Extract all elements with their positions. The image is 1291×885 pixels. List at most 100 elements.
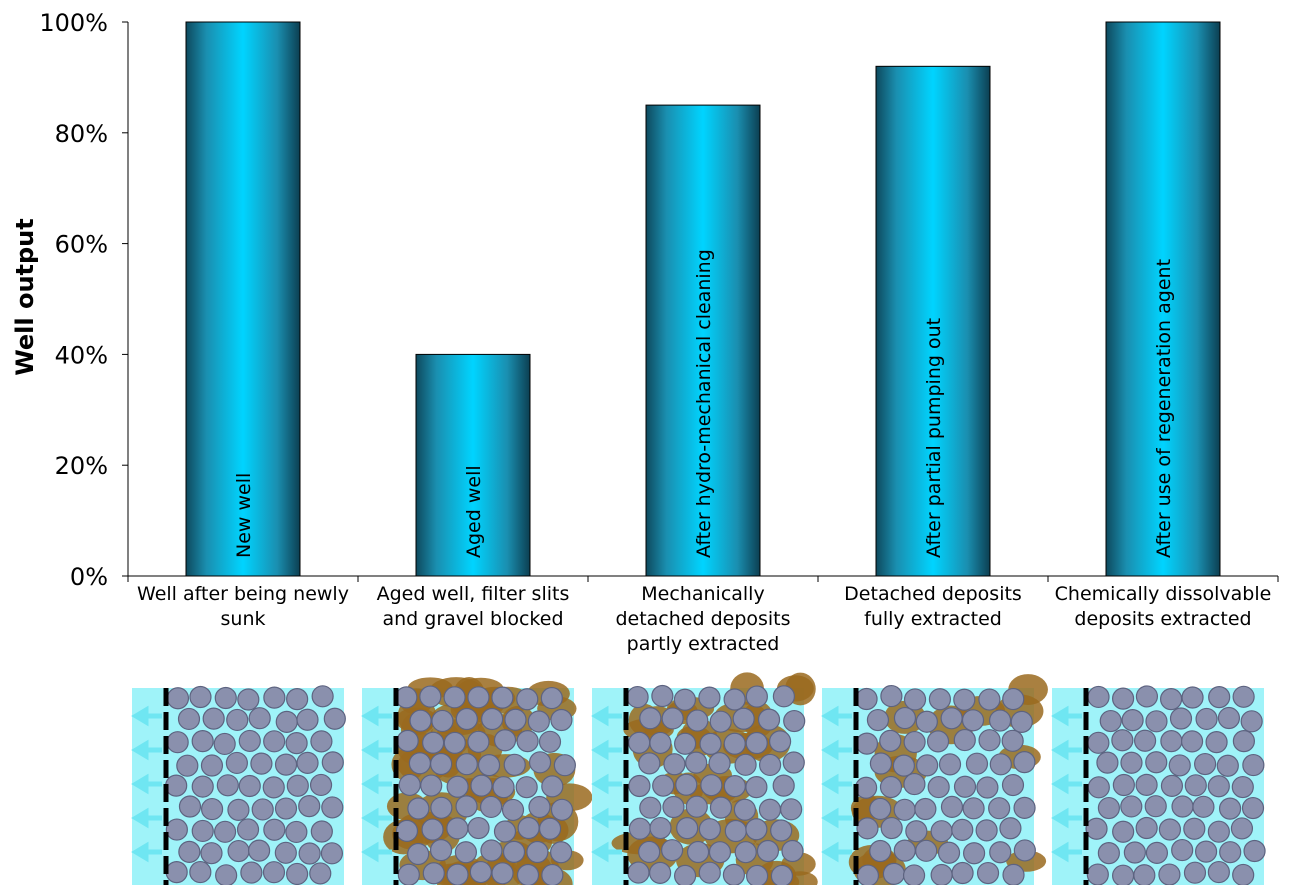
gravel-grain: [274, 753, 298, 776]
gravel-grain: [961, 709, 985, 732]
gravel-grain: [177, 707, 201, 731]
gravel-grain: [686, 840, 710, 864]
gravel-grain: [397, 863, 420, 885]
gravel-grain: [673, 688, 697, 711]
gravel-grain: [639, 796, 662, 819]
gravel-grain: [422, 862, 445, 885]
aged-well-gravel-illustration: [361, 677, 593, 885]
gravel-grain: [493, 729, 517, 752]
flow-arrow: [361, 773, 392, 795]
gravel-grain: [1184, 774, 1207, 797]
gravel-grain: [628, 774, 651, 798]
gravel-grain: [989, 753, 1012, 776]
gravel-grain: [262, 776, 285, 799]
flow-arrow: [591, 773, 622, 795]
bar: [645, 104, 761, 577]
gravel-grain: [1208, 685, 1231, 709]
gravel-grain: [951, 861, 974, 885]
gravel-grain: [1133, 729, 1157, 752]
gravel-grain: [927, 775, 950, 799]
gravel-grain: [286, 862, 309, 885]
gravel-grain: [310, 820, 333, 843]
gravel-grain: [407, 797, 430, 820]
gravel-grain: [745, 776, 768, 799]
gravel-grain: [516, 863, 540, 885]
x-tick-label: Detached deposits fully extracted: [844, 583, 1022, 630]
gravel-grain: [673, 864, 697, 885]
gravel-grain: [263, 730, 286, 753]
gravel-grain: [938, 753, 962, 776]
gravel-grain: [491, 862, 514, 885]
gravel-grain: [309, 862, 332, 885]
flow-arrow: [821, 705, 852, 727]
gravel-grain: [431, 709, 454, 733]
gravel-grain: [1001, 729, 1024, 752]
partly-extracted-gravel-illustration: [591, 672, 818, 885]
gravel-grain: [1001, 773, 1025, 797]
gravel-grain: [628, 817, 651, 840]
gravel-grain: [989, 841, 1012, 864]
gravel-grain: [722, 863, 745, 885]
gravel-grain: [1217, 706, 1241, 730]
gravel-grain: [893, 798, 916, 821]
flow-arrow: [821, 807, 852, 829]
gravel-grain: [903, 688, 927, 711]
bar-label: After use of regeneration agent: [1153, 259, 1175, 558]
gravel-grain: [274, 797, 298, 820]
y-tick-label: 20%: [55, 452, 108, 480]
gravel-grain: [1160, 774, 1184, 797]
gravel-grain: [191, 775, 214, 798]
gravel-grain: [856, 864, 880, 885]
gravel-grain: [1112, 773, 1135, 797]
x-axis: Well after being newly sunk Aged well, fil…: [127, 575, 1279, 655]
gravel-grain: [745, 731, 768, 755]
gravel-grain: [1243, 839, 1266, 863]
gravel-grain: [953, 775, 977, 798]
gravel-grain: [685, 795, 708, 818]
gravel-grain: [191, 730, 214, 753]
gravel-grain: [893, 839, 916, 862]
flow-arrow: [361, 705, 392, 727]
gravel-grain: [915, 839, 938, 862]
gravel-grain: [540, 686, 563, 710]
gravel-grain: [178, 840, 201, 863]
gravel-grain: [502, 840, 526, 863]
gravel-grain: [708, 841, 732, 864]
y-tick-label: 60%: [55, 231, 108, 259]
gravel-grain: [422, 731, 445, 754]
gravel-grain: [866, 708, 890, 732]
gravel-grain: [430, 752, 453, 776]
gravel-grain: [914, 797, 937, 821]
flow-arrow: [361, 841, 392, 863]
gravel-grain: [225, 751, 248, 775]
gravel-grain: [782, 751, 805, 774]
gravel-grain: [855, 687, 878, 711]
flow-arrow: [131, 807, 162, 829]
gravel-grain: [1002, 687, 1025, 711]
gravel-grain: [503, 753, 526, 776]
gravel-grain: [296, 751, 319, 774]
gravel-grain: [550, 841, 573, 864]
gravel-grain: [214, 686, 237, 710]
gravel-grain: [937, 841, 961, 864]
gravel-grain: [538, 730, 562, 753]
gravel-grain: [661, 707, 684, 730]
flow-arrow: [131, 773, 162, 795]
gravel-grain: [962, 797, 985, 820]
gravel-grain: [1158, 818, 1182, 841]
gravel-grain: [892, 754, 915, 777]
gravel-grain: [396, 729, 419, 752]
gravel-grain: [1207, 775, 1230, 798]
gravel-grain: [1087, 776, 1110, 799]
gravel-grain: [999, 817, 1022, 840]
gravel-grain: [855, 776, 878, 799]
y-tick-label: 80%: [55, 120, 108, 148]
y-axis-title: Well output: [11, 218, 39, 376]
gravel-grain: [915, 710, 938, 733]
gravel-grain: [237, 688, 260, 711]
gravel-grain: [248, 707, 271, 730]
gravel-grain: [652, 774, 675, 797]
gravel-grain: [1230, 817, 1254, 840]
gravel-grain: [481, 707, 504, 731]
